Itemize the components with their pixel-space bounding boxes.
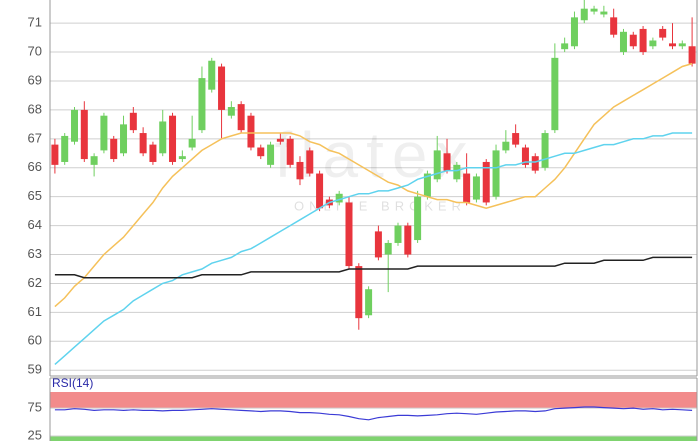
candle-body bbox=[619, 31, 627, 53]
y-tick-label: 71 bbox=[28, 15, 42, 30]
candle-body bbox=[659, 28, 667, 38]
candle-body bbox=[629, 34, 637, 47]
candle-body bbox=[512, 133, 520, 145]
rsi-band bbox=[50, 392, 697, 409]
candle-body bbox=[90, 156, 98, 165]
candle-body bbox=[639, 28, 647, 53]
candle-body bbox=[267, 144, 275, 165]
candle-body bbox=[169, 115, 177, 162]
y-tick-label: 68 bbox=[28, 101, 42, 116]
candle-body bbox=[306, 150, 314, 174]
candle-body bbox=[286, 138, 294, 165]
candle-body bbox=[384, 242, 392, 255]
candle-body bbox=[149, 144, 157, 162]
candle-body bbox=[335, 193, 343, 203]
candle-body bbox=[276, 138, 284, 142]
candle-body bbox=[345, 202, 353, 267]
candle-body bbox=[463, 173, 471, 203]
candle-body bbox=[120, 124, 128, 154]
y-tick-label: 69 bbox=[28, 72, 42, 87]
candle-body bbox=[433, 150, 441, 180]
moving-average-line bbox=[54, 132, 693, 365]
candle-body bbox=[668, 43, 676, 47]
candle-body bbox=[257, 147, 265, 157]
candle-body bbox=[374, 231, 382, 258]
candle-body bbox=[453, 164, 461, 180]
candle-body bbox=[316, 173, 324, 209]
rsi-label: RSI(14) bbox=[52, 376, 93, 390]
candle-body bbox=[355, 266, 363, 319]
candle-body bbox=[423, 173, 431, 197]
candle-body bbox=[296, 161, 304, 180]
candle-body bbox=[247, 115, 255, 148]
candle-body bbox=[472, 176, 480, 200]
candle-body bbox=[688, 46, 696, 64]
candle-body bbox=[218, 66, 226, 110]
y-tick-label: 63 bbox=[28, 246, 42, 261]
candle-body bbox=[100, 115, 108, 151]
candle-body bbox=[531, 156, 539, 171]
candle-body bbox=[649, 40, 657, 47]
candle-body bbox=[580, 8, 588, 21]
candle-body bbox=[482, 161, 490, 203]
candle-body bbox=[237, 104, 245, 131]
rsi-line bbox=[54, 406, 693, 421]
candle-body bbox=[561, 43, 569, 50]
candle-body bbox=[139, 133, 147, 154]
candle-body bbox=[188, 138, 196, 148]
candle-body bbox=[404, 225, 412, 255]
y-tick-label: 61 bbox=[28, 304, 42, 319]
candle-body bbox=[365, 289, 373, 316]
candle-body bbox=[541, 133, 549, 168]
candle-body bbox=[394, 225, 402, 243]
candle-body bbox=[71, 109, 79, 142]
y-tick-label: 25 bbox=[28, 427, 42, 441]
candle-body bbox=[227, 107, 235, 116]
candle-body bbox=[61, 135, 69, 162]
candle-body bbox=[51, 144, 59, 165]
candle-body bbox=[570, 17, 578, 47]
moving-average-line bbox=[54, 256, 693, 279]
y-tick-label: 59 bbox=[28, 362, 42, 377]
candle-body bbox=[600, 11, 608, 15]
candle-body bbox=[590, 8, 598, 12]
candle-body bbox=[178, 156, 186, 160]
candle-body bbox=[198, 78, 206, 131]
candle-body bbox=[492, 150, 500, 197]
rsi-band bbox=[50, 435, 697, 441]
y-tick-label: 70 bbox=[28, 43, 42, 58]
candle-body bbox=[129, 112, 137, 131]
candle-body bbox=[521, 147, 529, 165]
candle-body bbox=[159, 121, 167, 154]
y-tick-label: 60 bbox=[28, 333, 42, 348]
y-tick-label: 67 bbox=[28, 130, 42, 145]
candle-body bbox=[110, 138, 118, 160]
candle-body bbox=[443, 153, 451, 171]
candle-body bbox=[80, 109, 88, 160]
candle-body bbox=[414, 196, 422, 241]
y-tick-label: 72 bbox=[28, 0, 42, 1]
candle-body bbox=[678, 43, 686, 47]
candle-body bbox=[502, 141, 510, 151]
y-tick-label: 64 bbox=[28, 217, 42, 232]
y-tick-label: 65 bbox=[28, 188, 42, 203]
y-tick-label: 75 bbox=[28, 400, 42, 415]
candle-body bbox=[551, 57, 559, 131]
y-tick-label: 62 bbox=[28, 275, 42, 290]
y-tick-label: 66 bbox=[28, 159, 42, 174]
candle-body bbox=[610, 17, 618, 35]
candle-body bbox=[208, 60, 216, 90]
moving-average-line bbox=[54, 62, 693, 308]
